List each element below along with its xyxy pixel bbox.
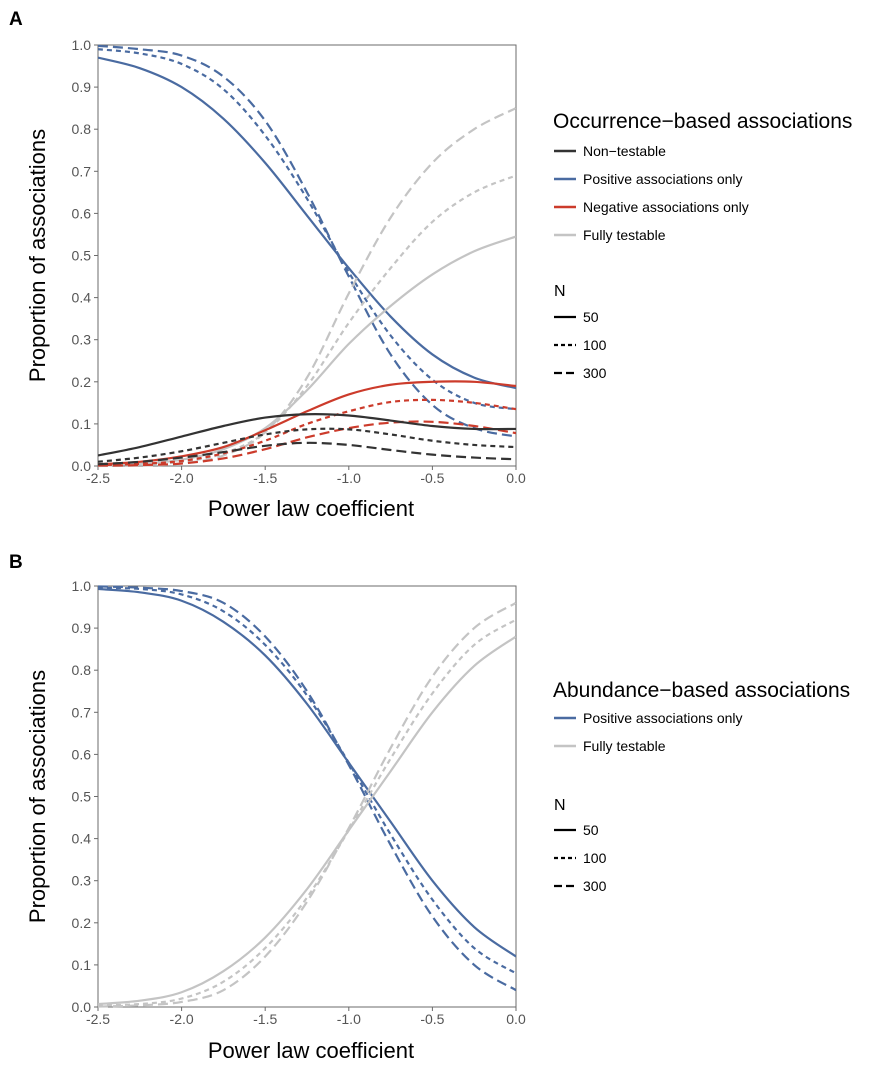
n-legend-item-label: 100 [583,337,607,353]
panel-label: B [9,552,23,573]
series-line-positive-associations-only-n50 [98,56,516,390]
series-line-positive-associations-only-n100 [98,48,516,411]
series-line-positive-associations-only-n300 [98,585,516,992]
x-tick-label: 0.0 [506,1011,526,1027]
y-tick-label: 0.7 [72,163,92,179]
series-line-positive-associations-only-n50 [98,587,516,958]
legend-item-label: Non−testable [583,143,666,159]
series-line-fully-testable-n100 [98,618,516,1007]
y-tick-label: 0.4 [72,831,92,847]
y-tick-label: 0.5 [72,248,92,264]
series-line-non-testable-n300 [98,441,516,466]
series-line-non-testable-n50 [98,413,516,457]
legend-item-label: Fully testable [583,227,666,243]
legend-title: Abundance−based associations [553,679,850,702]
n-legend-item-label: 100 [583,850,607,866]
n-legend-title: N [554,283,566,300]
n-legend-item-label: 300 [583,878,607,894]
chart-panel-b: B 0.0 0.1 0.2 0.3 0.4 0.5 0.6 0.7 0.8 0.9 1.0 -2.5 -2… [9,552,850,1063]
y-tick-label: 0.6 [72,205,92,221]
legend-item-label: Positive associations only [583,710,743,726]
series-line-non-testable-n100 [98,427,516,463]
series-line-positive-associations-only-n300 [98,44,516,438]
n-legend-title: N [554,797,566,814]
x-tick-label: -0.5 [420,1011,444,1027]
x-tick-label: -0.5 [420,470,444,486]
y-tick-label: 0.5 [72,789,92,805]
x-tick-label: -2.0 [170,1011,194,1027]
n-legend-item-label: 50 [583,822,599,838]
y-tick-label: 0.3 [72,332,92,348]
y-tick-label: 0.8 [72,121,92,137]
series-line-fully-testable-n50 [98,235,516,467]
legend-item-label: Negative associations only [583,199,749,215]
series-line-negative-associations-only-n50 [98,380,516,466]
legend-item-label: Positive associations only [583,171,743,187]
legend-title: Occurrence−based associations [553,110,852,133]
y-tick-label: 0.1 [72,416,92,432]
legend-item-label: Fully testable [583,738,666,754]
x-tick-label: -1.0 [337,1011,361,1027]
series-line-negative-associations-only-n300 [98,420,516,467]
x-axis-title: Power law coefficient [208,1038,414,1063]
y-tick-label: 0.2 [72,374,92,390]
x-tick-label: -1.0 [337,470,361,486]
x-tick-label: -2.0 [170,470,194,486]
y-tick-label: 0.9 [72,620,92,636]
series-lines [98,585,516,1008]
x-tick-label: -2.5 [86,470,110,486]
y-tick-label: 0.6 [72,746,92,762]
n-legend-item-label: 300 [583,365,607,381]
series-line-positive-associations-only-n100 [98,586,516,975]
y-axis-title: Proportion of associations [25,129,50,382]
n-legend-item-label: 50 [583,309,599,325]
y-tick-label: 0.1 [72,957,92,973]
series-line-negative-associations-only-n100 [98,398,516,467]
panel-label: A [9,9,23,30]
x-tick-label: -1.5 [253,470,277,486]
y-tick-label: 1.0 [72,37,92,53]
series-lines [98,44,516,468]
x-tick-label: -2.5 [86,1011,110,1027]
y-tick-label: 0.0 [72,458,92,474]
y-axis-title: Proportion of associations [25,670,50,923]
y-tick-label: 0.7 [72,704,92,720]
y-tick-label: 0.9 [72,79,92,95]
y-tick-label: 0.0 [72,999,92,1015]
series-line-fully-testable-n50 [98,635,516,1006]
y-tick-label: 0.3 [72,873,92,889]
y-tick-label: 0.4 [72,290,92,306]
y-tick-label: 0.2 [72,915,92,931]
x-axis-title: Power law coefficient [208,496,414,521]
series-line-fully-testable-n300 [98,601,516,1008]
plot-frame [97,44,517,467]
chart-panel-a: A 0.0 0.1 0.2 0.3 0.4 0.5 0.6 0.7 0.8 0.9 1.0 -2.5 -2… [9,9,852,521]
series-line-fully-testable-n100 [98,174,516,467]
x-tick-label: -1.5 [253,1011,277,1027]
x-tick-label: 0.0 [506,470,526,486]
y-tick-label: 0.8 [72,662,92,678]
y-tick-label: 1.0 [72,578,92,594]
